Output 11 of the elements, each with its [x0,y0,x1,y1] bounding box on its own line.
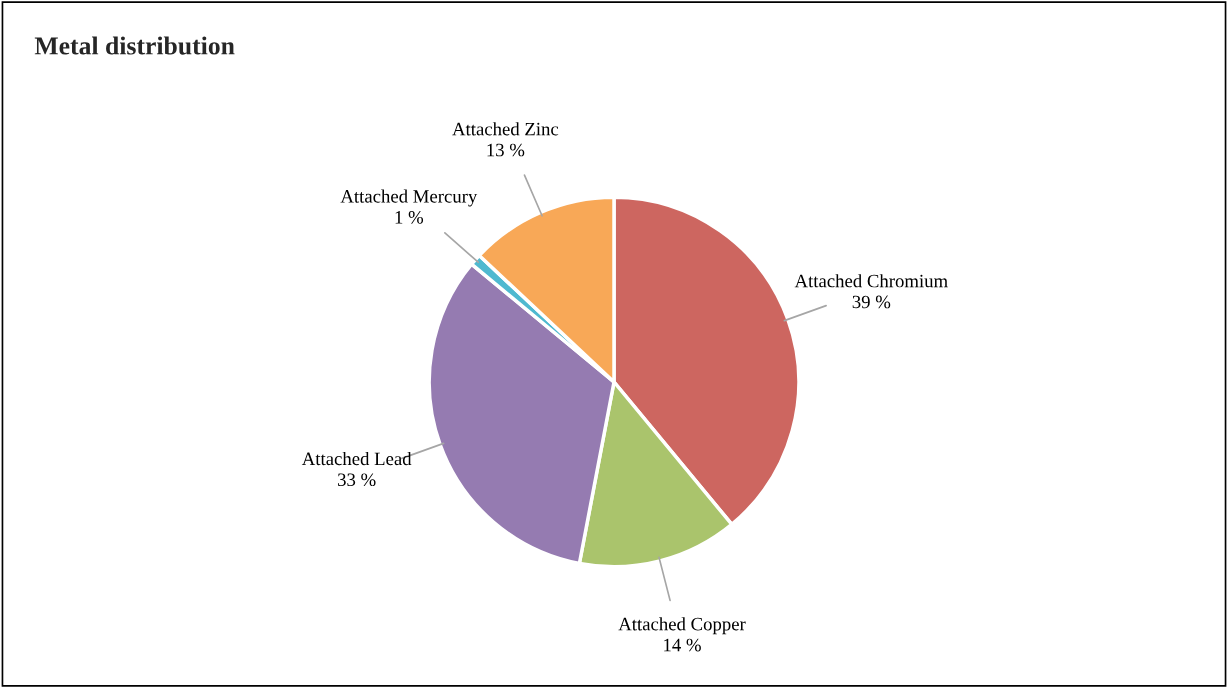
chart-title: Metal distribution [34,36,235,55]
data-label: 14 % [664,638,701,652]
slice-label: Attached Chromium [794,274,948,288]
data-label: 1 % [395,210,424,224]
slice-label: Attached Lead [301,451,412,466]
slice-label: Attached Copper [618,617,746,635]
data-label: 39 % [852,295,891,309]
slice-label: Attached Mercury [340,189,478,207]
data-label: 33 % [338,473,376,487]
slice-label: Attached Zinc [452,122,559,136]
data-label: 13 % [487,143,525,157]
